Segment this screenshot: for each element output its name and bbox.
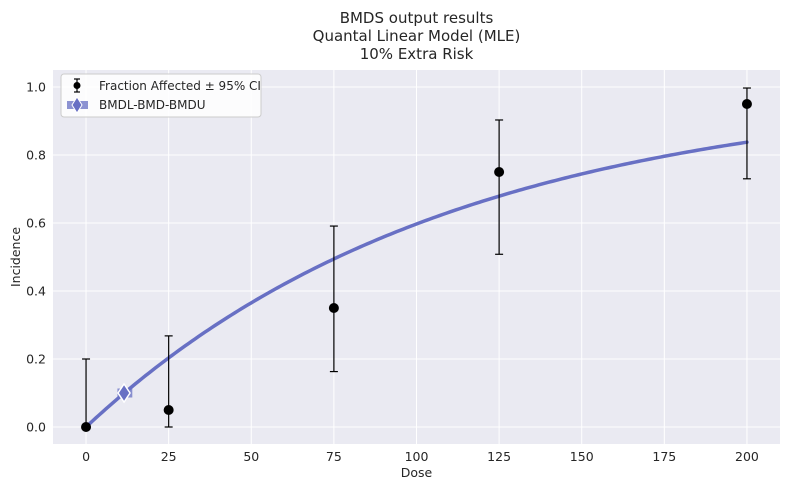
y-tick-label: 1.0: [26, 80, 46, 95]
bmd-diamond: [117, 382, 131, 404]
legend-bmd-diamond-icon: [71, 96, 83, 114]
legend-label-fraction-affected: Fraction Affected ± 95% CI: [99, 79, 261, 93]
model-curve: [84, 140, 749, 429]
x-tick-label: 75: [326, 449, 342, 464]
data-point: [494, 167, 505, 177]
model-curve-group: [84, 140, 749, 429]
data-point: [163, 405, 174, 415]
y-tick-label: 0.4: [26, 284, 46, 299]
y-tick-label: 0.0: [26, 420, 46, 435]
title-line-1: Quantal Linear Model (MLE): [313, 27, 521, 45]
legend-box: [60, 73, 262, 118]
bmd-marker-group: [117, 382, 133, 404]
y-tick-label: 0.8: [26, 148, 46, 163]
legend-label-bmd: BMDL-BMD-BMDU: [99, 98, 206, 112]
x-tick-label: 200: [735, 449, 759, 464]
data-point: [81, 422, 92, 432]
x-tick-label: 25: [161, 449, 177, 464]
x-tick-label: 125: [487, 449, 511, 464]
x-tick-label: 100: [405, 449, 429, 464]
x-tick-label: 150: [570, 449, 594, 464]
x-axis: 0 25 50 75 100 125 150 175 200: [82, 449, 759, 464]
title-line-0: BMDS output results: [340, 9, 494, 27]
y-tick-label: 0.6: [26, 216, 46, 231]
legend-point-icon: [73, 82, 81, 89]
x-tick-label: 50: [243, 449, 259, 464]
data-point: [328, 303, 339, 313]
data-point: [741, 99, 752, 109]
x-tick-label: 175: [652, 449, 676, 464]
legend: Fraction Affected ± 95% CI BMDL-BMD-BMDU: [60, 73, 262, 118]
y-axis: 0.0 0.2 0.4 0.6 0.8 1.0: [26, 80, 46, 435]
y-axis-label: Incidence: [8, 227, 23, 287]
x-tick-label: 0: [82, 449, 90, 464]
y-tick-label: 0.2: [26, 352, 46, 367]
data-points-group: [81, 87, 752, 432]
title-line-2: 10% Extra Risk: [360, 45, 474, 63]
x-axis-label: Dose: [401, 465, 433, 480]
